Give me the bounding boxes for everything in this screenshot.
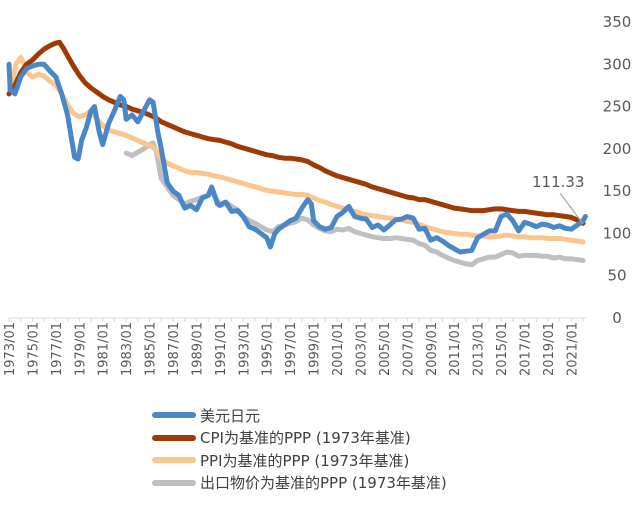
x-tick-label: 1989/01 <box>190 322 205 376</box>
y-tick-label: 300 <box>603 55 632 73</box>
legend-item-ppi-ppp: PPI为基准的PPP (1973年基准) <box>152 449 447 472</box>
y-tick-label: 250 <box>603 98 632 116</box>
plot-area <box>6 39 588 268</box>
x-tick-label: 1995/01 <box>261 322 276 376</box>
x-tick-label: 1983/01 <box>120 322 135 376</box>
y-tick-label: 150 <box>603 182 632 200</box>
x-tick-label: 2011/01 <box>448 322 463 376</box>
legend-swatch-usdjpy <box>152 412 196 419</box>
annotation-leader <box>559 192 584 225</box>
legend-label-export-ppp: 出口物价为基准的PPP (1973年基准) <box>200 474 447 493</box>
x-tick-label: 2009/01 <box>425 322 440 376</box>
series-line-1 <box>6 39 586 226</box>
x-tick-label: 2021/01 <box>565 322 580 376</box>
x-tick-label: 2019/01 <box>542 322 557 376</box>
legend-label-cpi-ppp: CPI为基准的PPP (1973年基准) <box>200 429 411 448</box>
x-tick-label: 2003/01 <box>354 322 369 376</box>
x-tick-label: 2001/01 <box>331 322 346 376</box>
chart: 0 50 100 150 200 250 300 350 1973/01 1975/01 1977… <box>3 13 632 376</box>
legend-label-usdjpy: 美元日元 <box>200 406 261 425</box>
x-tick-label: 1991/01 <box>214 322 229 376</box>
x-tick-label: 1977/01 <box>50 322 65 376</box>
x-tick-label: 1973/01 <box>3 322 18 376</box>
legend-swatch-cpi-ppp <box>152 434 196 441</box>
x-axis: 1973/01 1975/01 1977/01 1979/01 1981/01 1983/… <box>3 317 586 376</box>
legend: 美元日元 CPI为基准的PPP (1973年基准) PPI为基准的PPP (19… <box>152 404 447 494</box>
series-line-3 <box>123 140 586 268</box>
y-tick-label: 0 <box>612 309 622 327</box>
legend-swatch-export-ppp <box>152 479 196 486</box>
annotation: 111.33 <box>532 173 585 225</box>
x-tick-label: 2005/01 <box>378 322 393 376</box>
y-axis: 0 50 100 150 200 250 300 350 <box>603 13 632 327</box>
y-tick-label: 100 <box>603 224 632 242</box>
legend-swatch-ppi-ppp <box>152 457 196 464</box>
x-tick-label: 1975/01 <box>26 322 41 376</box>
legend-item-export-ppp: 出口物价为基准的PPP (1973年基准) <box>152 472 447 495</box>
legend-item-usdjpy: 美元日元 <box>152 404 447 427</box>
x-tick-label: 1981/01 <box>97 322 112 376</box>
annotation-label: 111.33 <box>532 173 585 191</box>
x-tick-label: 1979/01 <box>73 322 88 376</box>
x-tick-label: 1993/01 <box>237 322 252 376</box>
x-tick-label: 2013/01 <box>472 322 487 376</box>
y-tick-label: 200 <box>603 140 632 158</box>
x-tick-label: 1997/01 <box>284 322 299 376</box>
y-tick-label: 50 <box>607 267 626 285</box>
legend-label-ppi-ppp: PPI为基准的PPP (1973年基准) <box>200 451 410 470</box>
legend-item-cpi-ppp: CPI为基准的PPP (1973年基准) <box>152 427 447 450</box>
x-tick-label: 2017/01 <box>518 322 533 376</box>
series-line-0 <box>6 61 588 255</box>
x-tick-label: 2015/01 <box>495 322 510 376</box>
x-tick-label: 2007/01 <box>401 322 416 376</box>
x-tick-label: 1987/01 <box>167 322 182 376</box>
x-tick-label: 1985/01 <box>144 322 159 376</box>
y-tick-label: 350 <box>603 13 632 31</box>
x-tick-label: 1999/01 <box>308 322 323 376</box>
